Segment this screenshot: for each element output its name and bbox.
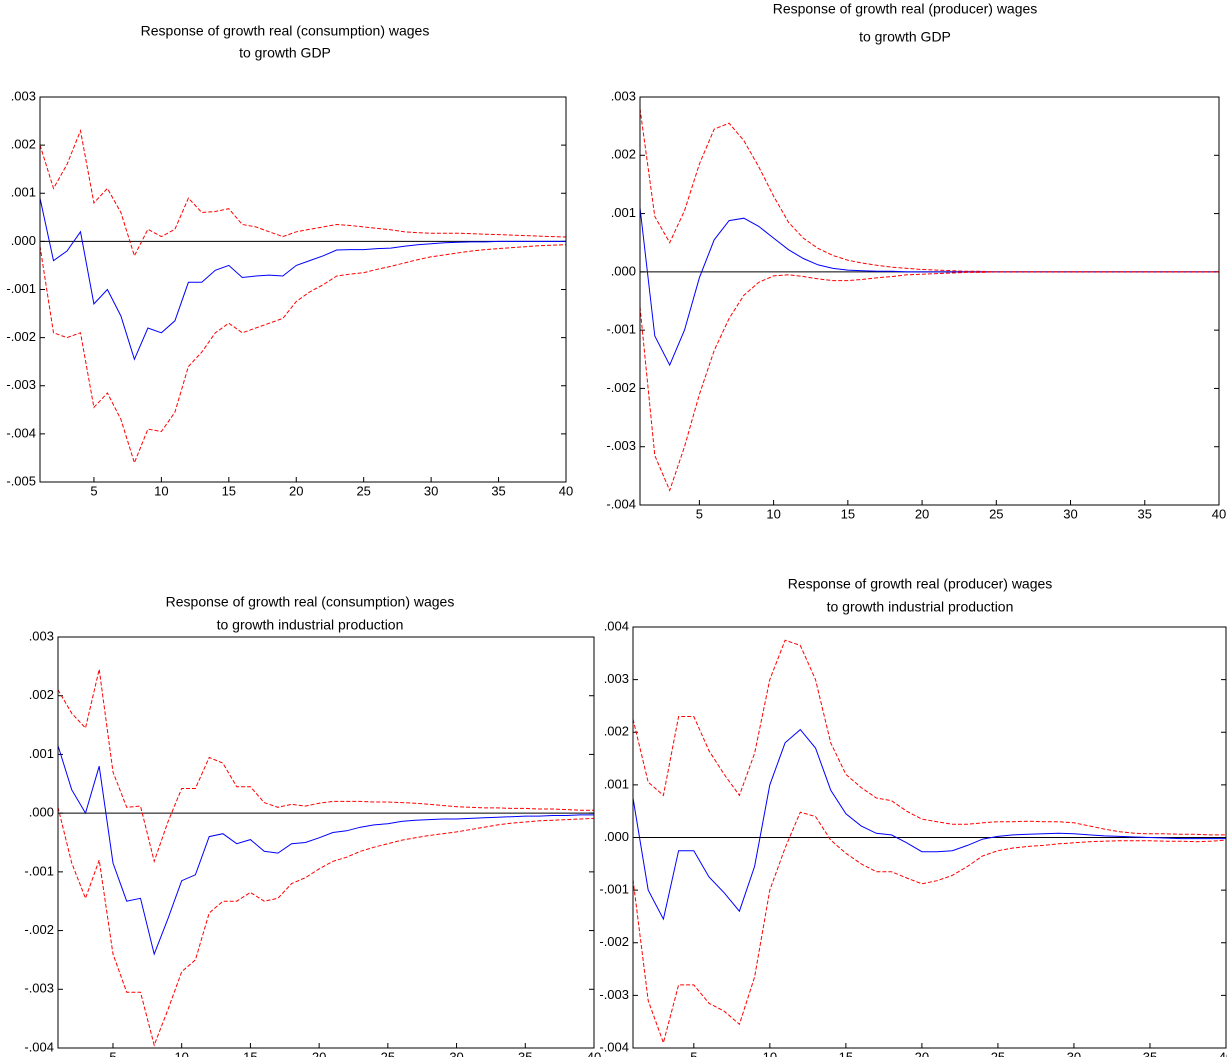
y-tick-label: -.003 <box>24 981 54 996</box>
x-tick-label: 15 <box>222 483 236 498</box>
y-tick-label: .001 <box>604 776 629 791</box>
y-tick-label: -.002 <box>6 329 36 344</box>
x-tick-label: 15 <box>243 1049 257 1057</box>
x-tick-label: 10 <box>763 1049 777 1057</box>
series-line <box>639 207 1219 367</box>
y-tick-label: .004 <box>604 618 629 633</box>
x-tick-label: 5 <box>696 506 703 521</box>
x-tick-label: 15 <box>841 506 855 521</box>
y-tick-label: .000 <box>611 263 636 278</box>
series-line <box>57 807 595 1047</box>
y-tick-label: -.003 <box>6 377 36 392</box>
y-tick-label: .003 <box>611 88 636 103</box>
chart-title: Response of growth real (producer) wages <box>788 576 1053 592</box>
y-tick-label: .003 <box>29 628 54 643</box>
y-tick-label: -.002 <box>606 380 636 395</box>
x-tick-label: 30 <box>424 483 438 498</box>
chart-title: to growth industrial production <box>217 617 404 633</box>
x-tick-label: 20 <box>915 506 929 521</box>
chart-title: Response of growth real (consumption) wa… <box>166 594 455 610</box>
y-tick-label: -.001 <box>6 281 36 296</box>
y-tick-label: .001 <box>611 205 636 220</box>
y-tick-label: .001 <box>11 185 36 200</box>
y-tick-label: -.001 <box>599 882 629 897</box>
y-tick-label: -.001 <box>24 863 54 878</box>
series-line <box>632 639 1226 836</box>
y-tick-label: .001 <box>29 746 54 761</box>
chart-title: Response of growth real (producer) wages <box>773 1 1038 17</box>
y-tick-label: -.004 <box>606 496 636 511</box>
x-tick-label: 25 <box>356 483 370 498</box>
x-tick-label: 40 <box>587 1049 601 1057</box>
series-line <box>632 728 1226 921</box>
x-tick-label: 40 <box>559 483 573 498</box>
x-tick-label: 25 <box>991 1049 1005 1057</box>
chart-title: to growth GDP <box>859 29 951 45</box>
y-tick-label: -.002 <box>24 922 54 937</box>
x-tick-label: 30 <box>449 1049 463 1057</box>
x-tick-label: 25 <box>989 506 1003 521</box>
y-tick-label: .002 <box>11 137 36 152</box>
x-tick-label: 5 <box>690 1049 697 1057</box>
series-line <box>639 108 1219 273</box>
x-tick-label: 40 <box>1219 1049 1227 1057</box>
x-tick-label: 5 <box>109 1049 116 1057</box>
y-tick-label: -.004 <box>24 1039 54 1054</box>
series-line <box>639 271 1219 492</box>
series-line <box>632 811 1227 1045</box>
x-tick-label: 25 <box>381 1049 395 1057</box>
series-line <box>57 745 594 956</box>
x-tick-label: 10 <box>174 1049 188 1057</box>
series-line <box>39 197 566 361</box>
plot-frame <box>632 626 1227 1049</box>
x-tick-label: 35 <box>1143 1049 1157 1057</box>
y-tick-label: -.003 <box>599 987 629 1002</box>
plot-frame <box>57 636 595 1049</box>
chart-title: Response of growth real (consumption) wa… <box>141 23 430 39</box>
y-tick-label: .003 <box>604 671 629 686</box>
plot-frame <box>39 96 567 483</box>
chart-title: to growth GDP <box>239 45 331 61</box>
y-tick-label: .002 <box>29 687 54 702</box>
y-tick-label: -.003 <box>606 438 636 453</box>
x-tick-label: 5 <box>90 483 97 498</box>
x-tick-label: 30 <box>1067 1049 1081 1057</box>
y-tick-label: .000 <box>11 233 36 248</box>
x-tick-label: 10 <box>766 506 780 521</box>
y-tick-label: -.004 <box>599 1039 629 1054</box>
x-tick-label: 20 <box>289 483 303 498</box>
x-tick-label: 15 <box>839 1049 853 1057</box>
y-tick-label: .002 <box>611 147 636 162</box>
x-tick-label: 30 <box>1063 506 1077 521</box>
plot-frame <box>639 96 1220 506</box>
x-tick-label: 35 <box>518 1049 532 1057</box>
y-tick-label: -.001 <box>606 322 636 337</box>
chart-title: to growth industrial production <box>827 599 1014 615</box>
y-tick-label: .000 <box>604 829 629 844</box>
y-tick-label: -.004 <box>6 425 36 440</box>
y-tick-label: -.002 <box>599 934 629 949</box>
x-tick-label: 20 <box>312 1049 326 1057</box>
x-tick-label: 40 <box>1212 506 1226 521</box>
y-tick-label: .000 <box>29 805 54 820</box>
series-line <box>39 244 567 465</box>
x-tick-label: 35 <box>491 483 505 498</box>
series-line <box>39 128 567 258</box>
x-tick-label: 10 <box>154 483 168 498</box>
x-tick-label: 35 <box>1138 506 1152 521</box>
y-tick-label: .003 <box>11 88 36 103</box>
y-tick-label: .002 <box>604 724 629 739</box>
x-tick-label: 20 <box>915 1049 929 1057</box>
y-tick-label: -.005 <box>6 473 36 488</box>
series-line <box>57 669 594 864</box>
